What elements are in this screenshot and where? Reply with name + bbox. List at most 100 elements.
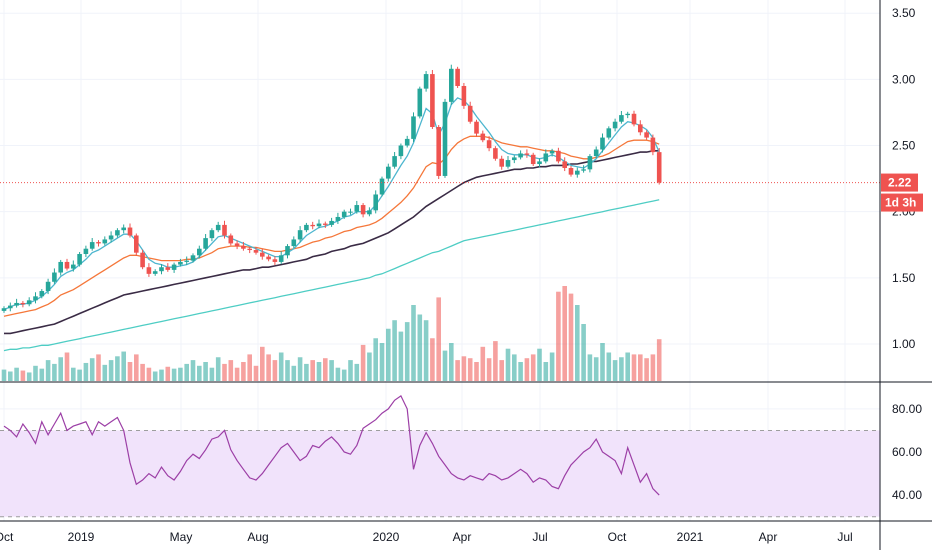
volume-bar (171, 368, 177, 381)
time-axis-tick: 2019 (68, 530, 95, 544)
candle-body (455, 68, 460, 86)
candle-body (436, 127, 441, 176)
rsi-band (0, 430, 880, 517)
candle-body (45, 281, 51, 292)
volume-bar (52, 363, 57, 381)
volume-bar (449, 343, 454, 381)
volume-bar (392, 320, 397, 381)
candle-body (625, 113, 630, 116)
candle-body (348, 211, 353, 213)
volume-bar (253, 365, 259, 381)
candle-body (171, 264, 177, 270)
volume-bar (417, 314, 423, 381)
candle-body (518, 153, 523, 158)
candle-body (612, 121, 618, 129)
candle-body (505, 160, 511, 167)
candle-body (178, 261, 183, 265)
volume-bar (285, 360, 290, 381)
candle-body (549, 150, 555, 154)
volume-bar (121, 351, 126, 381)
volume-bar (367, 352, 372, 381)
candle-body (39, 291, 45, 297)
volume-bar (316, 362, 322, 381)
candle-body (417, 88, 423, 117)
candle-body (411, 116, 416, 139)
volume-bar (606, 352, 612, 381)
candle-body (89, 242, 95, 249)
candle-body (656, 152, 662, 183)
time-axis-tick: Oct (0, 530, 14, 544)
volume-bar (354, 363, 360, 381)
volume-bar (644, 358, 649, 381)
candle-body (474, 121, 479, 134)
candle-body (392, 156, 397, 167)
volume-bar (102, 364, 108, 381)
candle-body (373, 194, 378, 211)
volume-bar (575, 305, 580, 381)
candle-body (354, 205, 360, 212)
volume-bar (127, 362, 133, 381)
candle-body (341, 211, 347, 217)
volume-bar (379, 343, 385, 381)
volume-bar (184, 363, 189, 381)
ema-mid-line (3, 135, 660, 317)
volume-bar (329, 360, 334, 381)
volume-bar (152, 371, 158, 381)
time-axis-tick: 2021 (677, 530, 704, 544)
candle-body (209, 230, 215, 239)
volume-bar (442, 350, 448, 381)
volume-bar (20, 370, 26, 381)
volume-bar (404, 322, 410, 381)
volume-bar (587, 354, 593, 381)
volume-bar (518, 362, 523, 381)
price-axis-tick: 3.00 (892, 72, 916, 86)
volume-bar (203, 362, 208, 381)
volume-layer (1, 286, 662, 381)
candle-body (530, 154, 536, 165)
candle-body (115, 230, 120, 236)
volume-bar (493, 341, 498, 381)
candle-body (430, 74, 435, 127)
volume-bar (222, 363, 227, 381)
volume-bar (524, 358, 530, 381)
candle-body (512, 157, 517, 161)
volume-bar (272, 360, 278, 381)
volume-bar (108, 360, 114, 381)
volume-bar (612, 360, 618, 381)
volume-bar (656, 339, 662, 381)
volume-bar (562, 286, 567, 381)
price-axis-tick: 1.00 (892, 337, 916, 351)
candle-layer (0, 64, 880, 313)
candle-body (631, 113, 637, 125)
time-axis-tick: May (170, 530, 193, 544)
volume-bar (619, 357, 624, 381)
volume-bar (310, 360, 315, 381)
volume-bar (33, 365, 38, 381)
volume-bar (505, 348, 511, 381)
time-axis-tick: Apr (759, 530, 778, 544)
candle-body (543, 153, 549, 162)
candle-body (600, 137, 605, 150)
volume-bar (228, 360, 234, 381)
candle-body (304, 224, 309, 231)
volume-bar (83, 362, 89, 381)
volume-bar (71, 367, 76, 381)
volume-bar (474, 362, 479, 381)
candle-body (329, 220, 334, 225)
candle-body (146, 267, 152, 274)
volume-bar (165, 366, 171, 381)
candle-body (127, 227, 133, 236)
candle-body (77, 254, 82, 265)
candle-body (581, 169, 586, 171)
volume-bar (178, 367, 183, 381)
candle-body (108, 235, 114, 240)
candle-body (52, 272, 57, 282)
candle-body (228, 235, 234, 244)
time-axis-tick: Aug (247, 530, 268, 544)
candle-body (638, 124, 643, 133)
candle-body (33, 296, 38, 301)
candle-body (316, 223, 322, 227)
volume-bar (480, 346, 486, 381)
